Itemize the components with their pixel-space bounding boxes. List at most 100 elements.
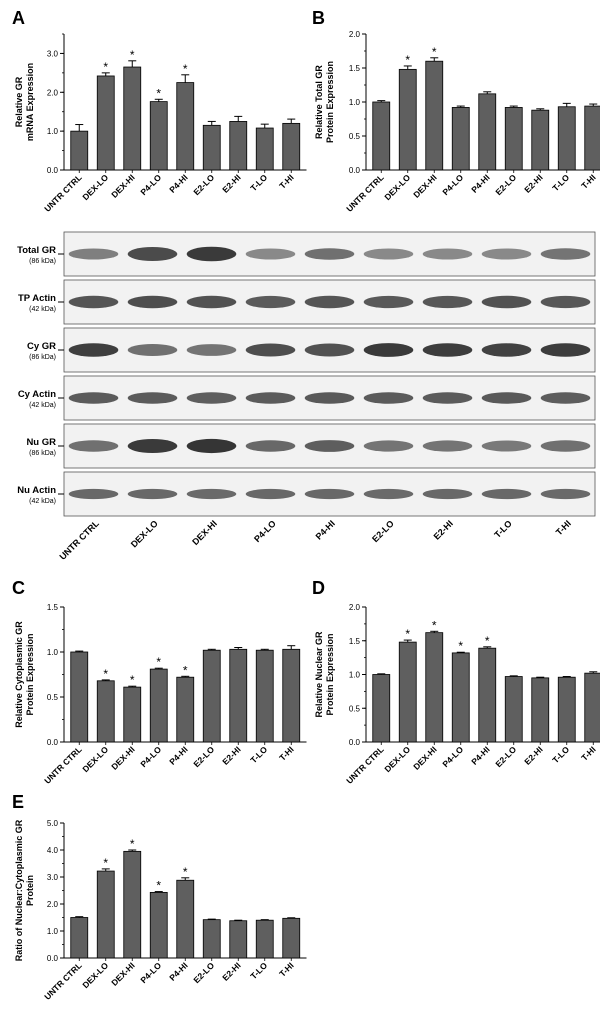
blot-band xyxy=(481,392,532,404)
x-tick-label: P4-LO xyxy=(138,744,163,769)
blot-band xyxy=(422,343,473,357)
blot-band xyxy=(127,392,178,404)
blot-band xyxy=(68,440,119,452)
blot-band xyxy=(68,248,119,260)
bar xyxy=(176,82,195,171)
y-axis-label: Protein xyxy=(25,875,35,906)
blot-band xyxy=(304,248,355,260)
blot-band xyxy=(363,248,414,260)
panel-letter-b: B xyxy=(312,8,325,28)
blot-band xyxy=(304,343,355,357)
blot-band xyxy=(422,440,473,452)
bar xyxy=(229,920,248,959)
y-tick-label: 3.0 xyxy=(47,49,59,58)
blot-band xyxy=(363,440,414,452)
bar xyxy=(478,93,497,171)
y-axis-label: Protein Expression xyxy=(325,61,335,143)
blot-kda-label: (86 kDa) xyxy=(29,450,56,457)
bar xyxy=(255,649,274,743)
blot-band xyxy=(363,343,414,357)
significance-star: * xyxy=(432,618,437,632)
significance-star: * xyxy=(156,655,161,669)
blot-row-label: Nu Actin xyxy=(17,485,56,496)
x-tick-label: T-HI xyxy=(579,172,597,190)
y-tick-label: 3.0 xyxy=(47,873,59,882)
x-tick-label: DEX-LO xyxy=(80,744,110,774)
bar xyxy=(504,107,523,171)
y-axis-label: Relative Total GR xyxy=(314,65,324,139)
y-tick-label: 0.0 xyxy=(47,166,59,175)
significance-star: * xyxy=(130,48,135,62)
x-tick-label: E2-LO xyxy=(191,172,216,197)
bar xyxy=(398,68,417,171)
x-tick-label: E2-HI xyxy=(220,744,242,766)
x-tick-label: P4-HI xyxy=(469,172,491,194)
blot-band xyxy=(481,440,532,452)
bar xyxy=(372,674,391,743)
chart-panel-d: 0.0 0.5 1.0 1.5 2.0 Relative Nuclear GR Protei… xyxy=(314,603,600,786)
blot-band xyxy=(540,488,591,500)
significance-star: * xyxy=(156,879,161,893)
blot-row-label: Cy Actin xyxy=(18,389,56,400)
blot-band xyxy=(422,392,473,404)
x-tick-label: P4-HI xyxy=(167,960,189,982)
x-tick-label: E2-HI xyxy=(522,172,544,194)
y-axis-label: Protein Expression xyxy=(25,633,35,715)
x-tick-label: T-HI xyxy=(277,744,295,762)
blot-band xyxy=(540,392,591,404)
blot-kda-label: (86 kDa) xyxy=(29,258,56,265)
y-axis-label: Relative GR xyxy=(14,76,24,127)
blot-band xyxy=(304,295,355,309)
significance-star: * xyxy=(130,837,135,851)
y-tick-label: 0.0 xyxy=(349,738,361,747)
significance-star: * xyxy=(156,86,161,100)
blot-band xyxy=(186,246,237,262)
bar xyxy=(176,676,195,743)
bar xyxy=(398,641,417,743)
significance-star: * xyxy=(103,667,108,681)
blot-band xyxy=(186,392,237,404)
y-tick-label: 0.5 xyxy=(47,693,59,702)
x-tick-label: T-LO xyxy=(248,172,269,193)
x-tick-label: T-HI xyxy=(277,172,295,190)
blot-band xyxy=(304,392,355,404)
y-axis-label: Ratio of Nuclear:Cytoplasmic GR xyxy=(14,819,24,961)
blot-band xyxy=(481,343,532,357)
bar xyxy=(70,651,89,743)
y-axis-label: Relative Cytoplasmic GR xyxy=(14,621,24,728)
bar xyxy=(70,130,89,171)
bar xyxy=(282,648,301,743)
y-axis-label: Protein Expression xyxy=(325,633,335,715)
x-tick-label: DEX-HI xyxy=(411,172,438,199)
panel-letter-e: E xyxy=(12,792,24,812)
significance-star: * xyxy=(130,673,135,687)
bar xyxy=(149,891,168,959)
bar xyxy=(176,879,195,959)
x-tick-label: DEX-HI xyxy=(109,172,136,199)
bar xyxy=(531,677,550,743)
blot-band xyxy=(363,392,414,404)
bar xyxy=(229,121,248,171)
panel-letter-d: D xyxy=(312,578,325,598)
significance-star: * xyxy=(458,639,463,653)
y-tick-label: 1.5 xyxy=(349,64,361,73)
bar xyxy=(229,648,248,743)
x-tick-label: P4-HI xyxy=(167,744,189,766)
blot-kda-label: (86 kDa) xyxy=(29,354,56,361)
bar xyxy=(584,105,600,171)
y-tick-label: 1.5 xyxy=(47,603,59,612)
bar xyxy=(202,919,221,959)
bar xyxy=(149,101,168,171)
bar xyxy=(70,917,89,959)
blot-band xyxy=(245,392,296,404)
x-tick-label: T-LO xyxy=(550,744,571,765)
bar xyxy=(123,66,142,171)
bar xyxy=(96,870,115,959)
bar xyxy=(123,850,142,959)
blot-lane-label: T-LO xyxy=(492,518,514,540)
bar xyxy=(451,107,470,171)
blot-band xyxy=(127,344,178,356)
significance-star: * xyxy=(103,60,108,74)
y-tick-label: 0.0 xyxy=(47,954,59,963)
blot-row-label: Cy GR xyxy=(27,341,56,352)
